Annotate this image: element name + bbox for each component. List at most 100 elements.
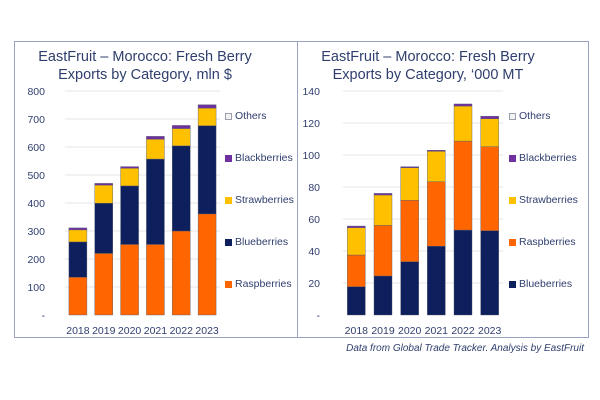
y-tick-label: - [42,310,46,322]
bar-segment-strawberries [120,168,139,187]
bar-segment-blueberries [347,286,366,316]
bar-segment-blackberries [427,149,446,152]
legend-item-strawberries: Strawberries [509,194,578,206]
chart-title-volume: EastFruit – Morocco: Fresh Berry Exports… [298,48,558,84]
y-tick-label: 120 [302,118,320,130]
legend-label: Raspberries [519,236,576,248]
x-tick-label: 2020 [398,325,422,337]
chart-title-line-1: EastFruit – Morocco: Fresh Berry [38,49,252,65]
y-tick-label: 20 [308,278,320,290]
y-tick-label: 80 [308,182,320,194]
chart-title-value: EastFruit – Morocco: Fresh Berry Exports… [15,48,275,84]
legend-swatch-strawberries [509,196,516,204]
legend-swatch-blackberries [225,154,232,162]
bar-segment-blueberries [172,145,191,232]
bar-segment-raspberries [146,244,165,316]
bar-segment-blueberries [68,241,88,278]
y-tick-label: 700 [27,114,45,126]
legend-swatch-blueberries [509,280,516,288]
y-tick-label: 300 [27,226,45,238]
legend-label: Raspberries [235,278,292,290]
legend-swatch-raspberries [225,280,232,288]
x-tick-label: 2021 [144,325,168,337]
bar-segment-blackberries [453,103,473,107]
y-tick-label: 600 [27,142,45,154]
x-tick-label: 2019 [371,325,395,337]
bar-segment-strawberries [94,184,113,204]
legend-item-blueberries: Blueberries [509,278,572,290]
legend-label: Blueberries [235,236,289,248]
legend-item-strawberries: Strawberries [225,194,294,206]
bar-segment-strawberries [172,128,191,147]
y-tick-label: 200 [27,254,45,266]
y-tick-label: 800 [27,86,45,98]
bar-segment-blackberries [197,104,217,109]
bar-segment-blackberries [120,166,139,169]
bar-segment-strawberries [197,107,217,126]
bar-segment-raspberries [172,230,191,316]
legend-label: Blueberries [519,278,573,290]
x-tick-label: 2022 [451,325,475,337]
legend-label: Blackberries [235,152,293,164]
bar-segment-blackberries [146,136,165,140]
legend-swatch-others [509,112,516,120]
bar-segment-raspberries [453,140,473,231]
legend-item-blackberries: Blackberries [225,152,293,164]
x-tick-label: 2019 [92,325,116,337]
legend-swatch-blueberries [225,238,232,246]
bar-segment-blackberries [68,227,88,231]
legend-item-blackberries: Blackberries [509,152,577,164]
bar-segment-blackberries [373,193,393,196]
x-tick-label: 2018 [66,325,90,337]
bar-segment-raspberries [427,181,446,247]
bar-segment-raspberries [120,244,139,316]
y-tick-label: - [317,310,321,322]
chart-title-line-2: Exports by Category, mln $ [58,67,232,83]
x-tick-label: 2022 [170,325,194,337]
chart-title-line-2: Exports by Category, ‘000 MT [332,67,524,83]
bar-segment-blackberries [480,116,499,119]
bar-segment-blackberries [94,183,113,186]
chart-value-panel: EastFruit – Morocco: Fresh Berry Exports… [15,42,297,337]
bar-segment-strawberries [146,138,165,160]
bar-segment-raspberries [68,276,88,316]
chart-title-line-1: EastFruit – Morocco: Fresh Berry [321,49,535,65]
legend-item-others: Others [225,110,267,122]
source-note: Data from Global Trade Tracker. Analysis… [346,343,584,354]
legend-swatch-blackberries [509,154,516,162]
bar-segment-strawberries [400,167,419,201]
bar-segment-blueberries [453,229,473,316]
legend-item-raspberries: Raspberries [509,236,576,248]
x-tick-label: 2018 [345,325,369,337]
bar-segment-raspberries [373,225,393,277]
legend-label: Strawberries [519,194,578,206]
bar-segment-raspberries [94,253,113,316]
legend-item-blueberries: Blueberries [225,236,288,248]
bar-segment-blueberries [94,203,113,254]
x-tick-label: 2023 [195,325,219,337]
bar-segment-strawberries [427,151,446,182]
x-tick-label: 2020 [118,325,142,337]
bar-segment-blueberries [120,185,139,245]
legend-label: Blackberries [519,152,577,164]
bar-segment-strawberries [453,105,473,142]
legend-label: Others [519,110,551,122]
y-tick-label: 100 [302,150,320,162]
legend-swatch-raspberries [509,238,516,246]
y-tick-label: 40 [308,246,320,258]
legend-item-others: Others [509,110,551,122]
bar-segment-blueberries [480,230,499,316]
chart-volume-panel: EastFruit – Morocco: Fresh Berry Exports… [298,42,588,337]
bar-segment-blueberries [427,245,446,316]
panel-divider [297,41,298,338]
legend-item-raspberries: Raspberries [225,278,292,290]
bar-segment-blueberries [197,125,217,215]
y-tick-label: 60 [308,214,320,226]
bar-segment-raspberries [197,213,217,316]
bar-segment-blackberries [400,166,419,169]
y-tick-label: 400 [27,198,45,210]
x-tick-label: 2023 [478,325,502,337]
bar-segment-strawberries [373,194,393,226]
bar-segment-blueberries [146,158,165,245]
